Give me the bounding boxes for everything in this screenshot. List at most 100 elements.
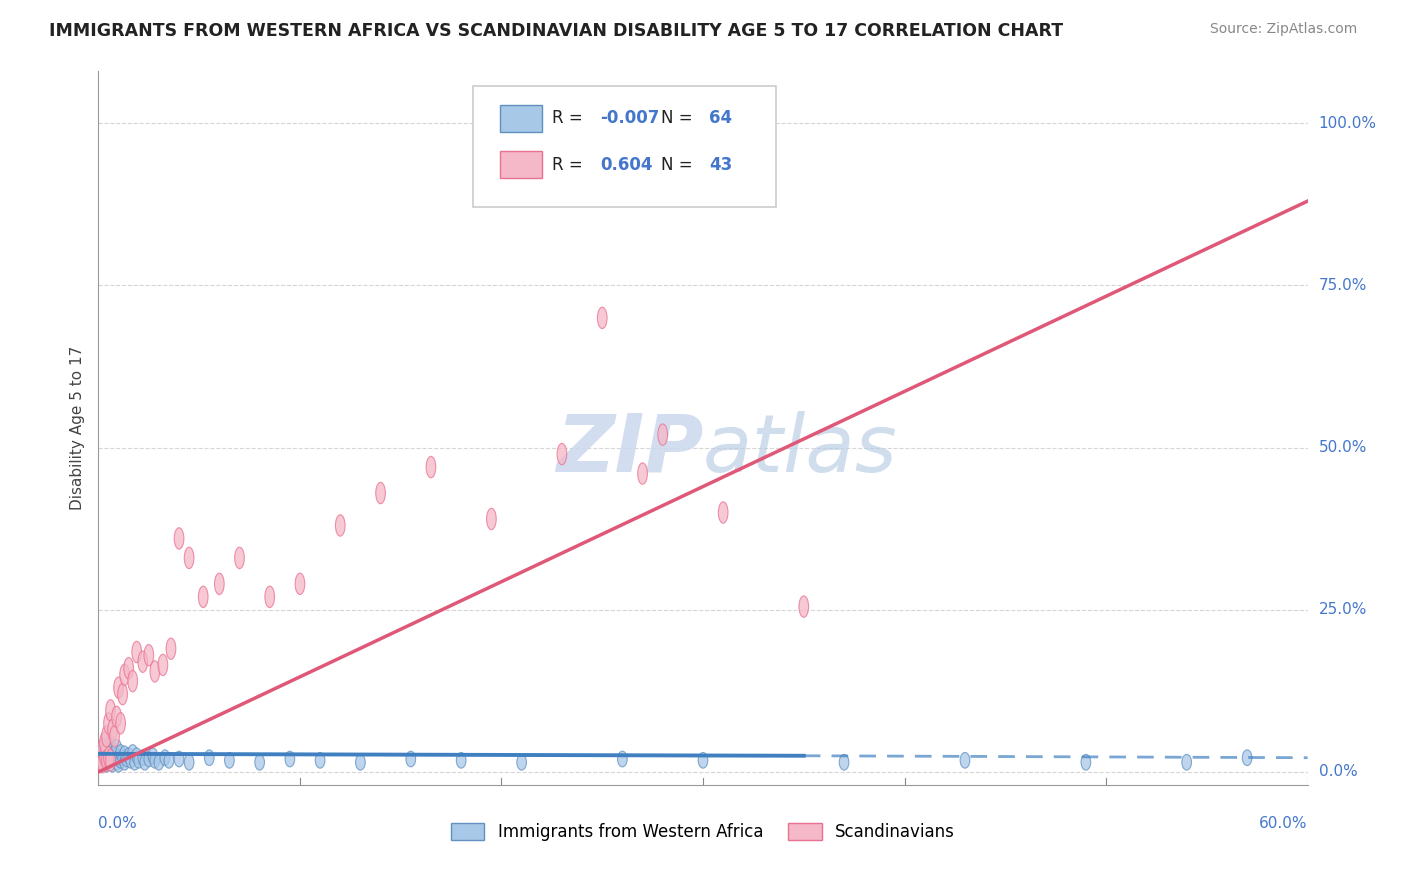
Ellipse shape	[184, 547, 194, 568]
Ellipse shape	[486, 508, 496, 530]
Ellipse shape	[96, 747, 105, 764]
Text: R =: R =	[551, 156, 588, 174]
Ellipse shape	[96, 748, 105, 770]
Ellipse shape	[336, 515, 344, 536]
Ellipse shape	[101, 749, 111, 771]
Ellipse shape	[295, 574, 305, 595]
Ellipse shape	[960, 753, 970, 768]
Ellipse shape	[129, 755, 139, 770]
Text: 25.0%: 25.0%	[1319, 602, 1367, 617]
Text: atlas: atlas	[703, 410, 898, 489]
Ellipse shape	[101, 725, 111, 747]
Ellipse shape	[108, 756, 117, 772]
Ellipse shape	[165, 753, 174, 768]
Ellipse shape	[160, 750, 170, 765]
Ellipse shape	[124, 657, 134, 679]
Ellipse shape	[174, 528, 184, 549]
Ellipse shape	[104, 747, 114, 764]
Ellipse shape	[118, 750, 128, 765]
Ellipse shape	[108, 743, 117, 758]
Ellipse shape	[104, 747, 114, 768]
Ellipse shape	[97, 739, 107, 760]
Ellipse shape	[110, 753, 120, 768]
Ellipse shape	[97, 753, 107, 768]
Ellipse shape	[264, 586, 274, 607]
Ellipse shape	[134, 753, 143, 768]
Ellipse shape	[699, 753, 707, 768]
Text: N =: N =	[661, 110, 697, 128]
Ellipse shape	[118, 683, 128, 705]
Text: 0.604: 0.604	[600, 156, 652, 174]
Ellipse shape	[114, 756, 124, 772]
Ellipse shape	[166, 638, 176, 659]
Ellipse shape	[100, 755, 110, 770]
Ellipse shape	[457, 753, 465, 768]
Text: -0.007: -0.007	[600, 110, 659, 128]
Ellipse shape	[120, 664, 129, 685]
Ellipse shape	[97, 745, 107, 760]
Ellipse shape	[120, 755, 129, 770]
Ellipse shape	[184, 755, 194, 770]
Text: R =: R =	[551, 110, 588, 128]
Ellipse shape	[356, 755, 366, 770]
Ellipse shape	[97, 752, 107, 773]
Ellipse shape	[125, 753, 135, 768]
Ellipse shape	[115, 745, 125, 760]
Ellipse shape	[111, 706, 121, 728]
Ellipse shape	[108, 750, 117, 765]
Ellipse shape	[100, 745, 110, 766]
Ellipse shape	[138, 750, 148, 765]
Ellipse shape	[517, 755, 526, 770]
Ellipse shape	[105, 737, 115, 753]
Y-axis label: Disability Age 5 to 17: Disability Age 5 to 17	[69, 346, 84, 510]
Text: 0.0%: 0.0%	[1319, 764, 1357, 780]
Text: 0.0%: 0.0%	[98, 815, 138, 830]
Ellipse shape	[150, 661, 160, 682]
Text: 100.0%: 100.0%	[1319, 116, 1376, 131]
Text: N =: N =	[661, 156, 697, 174]
Ellipse shape	[111, 739, 121, 756]
Ellipse shape	[157, 654, 167, 675]
Ellipse shape	[235, 547, 245, 568]
Ellipse shape	[406, 751, 416, 767]
Ellipse shape	[138, 651, 148, 673]
FancyBboxPatch shape	[501, 152, 543, 178]
Ellipse shape	[1081, 755, 1091, 770]
Ellipse shape	[254, 755, 264, 770]
Ellipse shape	[114, 677, 124, 698]
Ellipse shape	[100, 732, 110, 754]
Ellipse shape	[718, 502, 728, 524]
Ellipse shape	[105, 746, 115, 762]
Ellipse shape	[111, 755, 121, 770]
Ellipse shape	[225, 753, 235, 768]
Ellipse shape	[215, 574, 224, 595]
Ellipse shape	[839, 755, 849, 770]
Ellipse shape	[101, 756, 111, 772]
Ellipse shape	[104, 713, 114, 734]
Text: Source: ZipAtlas.com: Source: ZipAtlas.com	[1209, 22, 1357, 37]
Text: ZIP: ZIP	[555, 410, 703, 489]
Ellipse shape	[141, 755, 149, 770]
Ellipse shape	[101, 751, 111, 767]
Ellipse shape	[426, 457, 436, 478]
Text: 50.0%: 50.0%	[1319, 440, 1367, 455]
Ellipse shape	[1243, 750, 1251, 765]
Ellipse shape	[132, 747, 142, 764]
Text: 64: 64	[709, 110, 733, 128]
Ellipse shape	[143, 645, 153, 666]
Text: IMMIGRANTS FROM WESTERN AFRICA VS SCANDINAVIAN DISABILITY AGE 5 TO 17 CORRELATIO: IMMIGRANTS FROM WESTERN AFRICA VS SCANDI…	[49, 22, 1063, 40]
Ellipse shape	[375, 483, 385, 504]
Ellipse shape	[124, 747, 134, 764]
Ellipse shape	[132, 641, 142, 663]
Text: 60.0%: 60.0%	[1260, 815, 1308, 830]
Ellipse shape	[598, 307, 607, 328]
Ellipse shape	[122, 751, 132, 767]
Ellipse shape	[120, 746, 129, 762]
Ellipse shape	[105, 699, 115, 721]
Ellipse shape	[115, 753, 125, 768]
Ellipse shape	[658, 424, 668, 445]
Ellipse shape	[148, 747, 157, 764]
Ellipse shape	[115, 713, 125, 734]
Ellipse shape	[108, 719, 117, 740]
Ellipse shape	[100, 741, 110, 757]
